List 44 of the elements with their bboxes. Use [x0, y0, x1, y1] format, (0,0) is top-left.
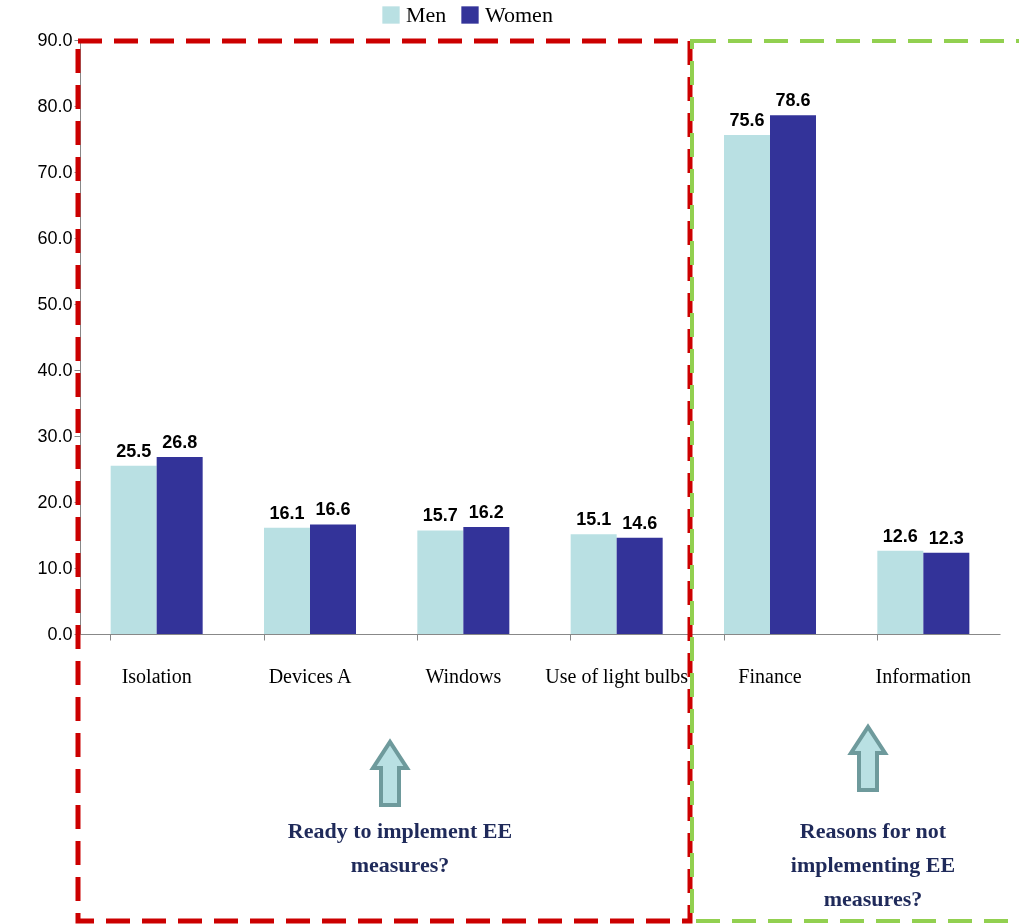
bar	[310, 524, 356, 634]
data-label: 16.1	[269, 502, 305, 523]
text: Ready to implement EE measures?	[286, 817, 514, 879]
bar	[110, 465, 157, 634]
data-label: 78.6	[775, 90, 811, 111]
bar	[156, 457, 203, 634]
bar	[570, 534, 617, 634]
y-tick-label: 30.0	[37, 425, 73, 446]
data-label: 14.6	[622, 512, 658, 533]
data-label: 15.1	[576, 509, 612, 530]
bar	[877, 550, 924, 634]
text: Reasons for not implementing EE measures?	[789, 817, 957, 913]
y-tick-label: 50.0	[37, 293, 73, 314]
legend-label: Women	[485, 2, 553, 27]
y-tick-label: 90.0	[37, 29, 73, 50]
data-label: 16.6	[315, 499, 351, 520]
bar	[417, 530, 464, 634]
y-tick-label: 20.0	[37, 491, 73, 512]
bar	[616, 537, 663, 634]
x-tick-label: Devices A	[268, 664, 352, 687]
x-tick-label: Isolation	[121, 664, 192, 687]
y-tick-label: 40.0	[37, 359, 73, 380]
data-label: 25.5	[116, 440, 152, 461]
x-tick-label: Finance	[738, 664, 802, 687]
y-tick-label: 60.0	[37, 227, 73, 248]
data-label: 75.6	[729, 110, 765, 131]
x-tick-label: Use of light bulbs	[545, 664, 689, 688]
bar	[264, 527, 310, 634]
data-label: 26.8	[162, 432, 198, 453]
y-tick-label: 80.0	[37, 95, 73, 116]
y-tick-label: 70.0	[37, 161, 73, 182]
bar	[463, 527, 510, 634]
y-tick-label: 10.0	[37, 557, 73, 578]
x-tick-label: Windows	[425, 664, 502, 687]
data-label: 12.6	[882, 525, 918, 546]
legend-label: Men	[406, 2, 447, 27]
bar	[724, 135, 770, 634]
y-tick-label: 0.0	[47, 623, 73, 644]
bar	[923, 552, 970, 634]
data-label: 15.7	[422, 505, 458, 526]
data-label: 16.2	[468, 502, 504, 523]
data-label: 12.3	[928, 527, 964, 548]
x-tick-label: Information	[875, 664, 972, 687]
bar	[770, 115, 816, 634]
